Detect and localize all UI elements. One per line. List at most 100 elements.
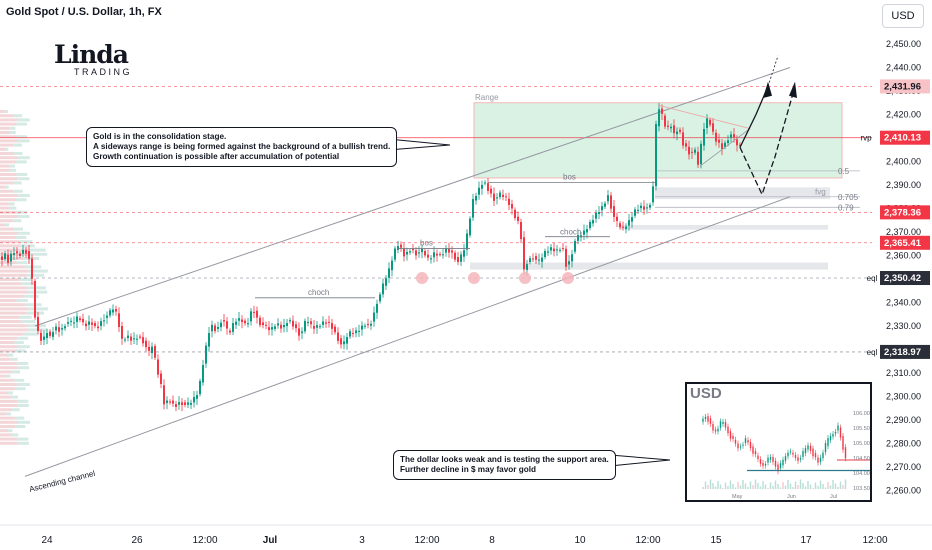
inset-candle-body xyxy=(779,463,782,469)
candle-body xyxy=(109,310,111,316)
candle-body xyxy=(73,322,75,324)
volume-profile-bar xyxy=(19,278,32,281)
inset-candle-body xyxy=(712,424,714,431)
volume-profile-bar xyxy=(0,383,18,386)
volume-profile-bar xyxy=(0,114,14,118)
candle-body xyxy=(463,250,465,257)
logo-line1: Linda xyxy=(54,40,129,69)
arrow-head-1 xyxy=(763,81,772,99)
volume-profile-bar xyxy=(16,160,27,164)
candle-body xyxy=(247,323,249,325)
inset-candle-body xyxy=(787,452,789,457)
volume-profile-bar xyxy=(15,198,27,202)
time-tick-label: 12:00 xyxy=(862,535,887,546)
eql-marker xyxy=(562,272,574,285)
candle-body xyxy=(169,401,171,403)
inset-volume-bar xyxy=(842,485,844,489)
candle-body xyxy=(598,212,600,214)
inset-volume-bar xyxy=(767,488,769,489)
inset-volume-bar xyxy=(784,485,787,489)
candle-body xyxy=(46,332,48,339)
inset-candle-body xyxy=(809,445,812,451)
candle-body xyxy=(595,212,597,219)
candle-body xyxy=(586,229,588,233)
inset-price-tick: 106.00 xyxy=(853,411,870,417)
time-tick-label: Jul xyxy=(263,535,278,546)
arrow-head-2 xyxy=(789,81,797,99)
volume-profile-bar xyxy=(0,122,17,126)
fib-label: 0.5 xyxy=(838,167,850,176)
volume-profile-bar xyxy=(16,122,27,126)
volume-profile-bar xyxy=(13,189,23,193)
volume-profile-bar xyxy=(0,425,16,428)
volume-profile-bar xyxy=(0,152,14,155)
candle-body xyxy=(730,134,732,138)
candle-body xyxy=(457,257,459,262)
inset-volume-bar xyxy=(722,488,724,489)
volume-profile-bar xyxy=(16,362,29,365)
price-badge-label: 2,318.97 xyxy=(884,347,921,358)
inset-volume-bar xyxy=(797,485,799,489)
volume-profile-bar xyxy=(0,240,20,244)
candle-body xyxy=(490,188,492,194)
candle-body xyxy=(565,248,567,267)
volume-profile-bar xyxy=(16,173,28,176)
volume-profile-bar xyxy=(0,408,12,412)
volume-profile-bar xyxy=(0,374,7,378)
volume-profile-bar xyxy=(0,273,27,277)
candle-body xyxy=(670,126,672,129)
candle-body xyxy=(139,336,141,338)
volume-profile-bar xyxy=(14,378,25,382)
currency-button[interactable]: USD xyxy=(882,4,924,28)
volume-profile-bar xyxy=(0,269,29,273)
inset-candle-body xyxy=(764,463,767,466)
candle-body xyxy=(304,320,306,332)
inset-candle-body xyxy=(769,457,772,460)
candle-body xyxy=(127,335,129,339)
volume-profile-bar xyxy=(5,147,9,151)
candle-body xyxy=(91,322,93,325)
inset-candle-body xyxy=(812,448,814,457)
volume-profile-bar xyxy=(0,395,11,399)
candle-body xyxy=(637,209,639,211)
candle-body xyxy=(136,338,138,340)
candle-body xyxy=(727,140,729,143)
candle-body xyxy=(268,327,270,331)
volume-profile-bar xyxy=(18,315,32,319)
candle-body xyxy=(319,326,321,328)
candle-body xyxy=(175,404,177,407)
inset-volume-bar xyxy=(834,483,837,489)
price-badge-label: 2,365.41 xyxy=(884,238,922,249)
inset-volume-bar xyxy=(802,483,804,489)
volume-profile-bar xyxy=(17,383,30,386)
candle-body xyxy=(1,256,3,261)
candle-body xyxy=(481,184,483,189)
inset-volume-bar xyxy=(814,482,817,489)
candle-body xyxy=(310,321,312,325)
volume-profile-bar xyxy=(0,433,12,437)
inset-volume-bar xyxy=(759,486,762,489)
volume-profile-bar xyxy=(17,404,29,407)
volume-profile-bar xyxy=(0,227,14,231)
candle-body xyxy=(289,320,291,322)
volume-profile-bar xyxy=(17,420,30,424)
candle-body xyxy=(271,327,273,330)
inset-candle-body xyxy=(837,425,839,431)
inset-volume-bar xyxy=(804,486,807,489)
candle-body xyxy=(274,326,276,329)
candle-body xyxy=(115,308,117,312)
candle-body xyxy=(568,261,570,265)
candle-body xyxy=(622,226,624,228)
candle-body xyxy=(616,216,618,222)
inset-volume-bar xyxy=(732,484,734,489)
inset-candle-body xyxy=(804,448,807,454)
volume-profile-bar xyxy=(0,336,17,340)
candle-body xyxy=(34,280,36,318)
volume-profile-bar xyxy=(26,273,45,277)
volume-profile-bar xyxy=(13,143,22,147)
callout-consolidation: Gold is in the consolidation stage. A si… xyxy=(86,127,398,167)
inset-volume-bar xyxy=(719,484,722,489)
candle-body xyxy=(94,323,96,326)
volume-profile-bar xyxy=(0,147,6,151)
volume-profile-bar xyxy=(0,282,22,286)
